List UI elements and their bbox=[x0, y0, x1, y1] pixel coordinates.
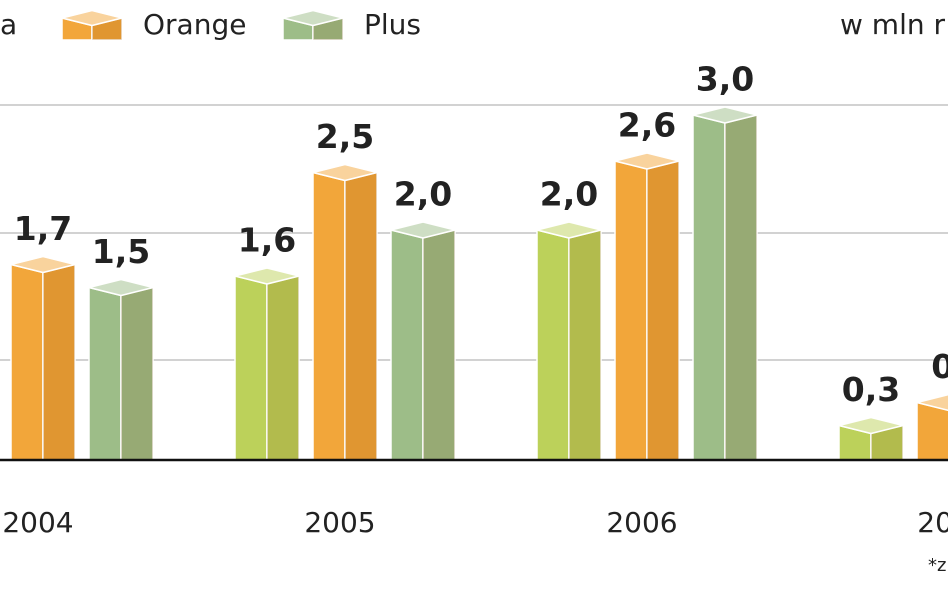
legend-label: Orange bbox=[143, 8, 246, 41]
bar-shade bbox=[121, 287, 153, 460]
bar-top-light bbox=[89, 279, 153, 296]
legend-label: Plus bbox=[364, 8, 421, 41]
bar-shade bbox=[92, 18, 122, 40]
x-tick-label: 2006 bbox=[606, 506, 677, 539]
value-label: 0, bbox=[931, 347, 948, 386]
bar-top-light bbox=[839, 417, 903, 434]
bar-top-light bbox=[917, 394, 948, 411]
bar-face-left bbox=[614, 160, 648, 461]
bar-shade bbox=[267, 276, 299, 460]
bar-shade bbox=[43, 264, 75, 460]
bar-shade bbox=[725, 115, 757, 460]
bar-top-light bbox=[693, 107, 757, 123]
bar-shade bbox=[313, 18, 343, 40]
bar-top-light bbox=[615, 153, 679, 169]
bar-top-light bbox=[11, 256, 75, 273]
value-label: 2,0 bbox=[540, 175, 598, 214]
value-label: 2,0 bbox=[394, 175, 452, 214]
bar bbox=[536, 221, 602, 461]
bar-top-light bbox=[537, 222, 601, 238]
bar bbox=[312, 163, 378, 461]
bar-face-left bbox=[916, 401, 948, 461]
unit-label: w mln r bbox=[840, 8, 946, 41]
bar-face-left bbox=[10, 263, 44, 461]
bar-top-light bbox=[62, 10, 122, 26]
bar-face-left bbox=[536, 229, 570, 461]
value-label: 2,6 bbox=[618, 106, 676, 145]
x-tick-label: 2005 bbox=[304, 506, 375, 539]
bar-shade bbox=[423, 230, 455, 460]
x-tick-label: 2004 bbox=[2, 506, 73, 539]
bar-face-left bbox=[692, 114, 726, 461]
bar-face-left bbox=[234, 275, 268, 461]
value-label: 1,6 bbox=[238, 221, 296, 260]
bar bbox=[234, 267, 300, 461]
bar-face-left bbox=[312, 171, 346, 461]
bar-face-left bbox=[88, 286, 122, 461]
bar bbox=[10, 255, 76, 461]
value-label: 0,3 bbox=[842, 370, 900, 409]
legend-item bbox=[61, 9, 123, 41]
bar bbox=[88, 278, 154, 461]
bar-shade bbox=[871, 425, 903, 460]
bar-top-light bbox=[283, 10, 343, 26]
x-tick-label: 200 bbox=[917, 506, 948, 539]
legend-item bbox=[282, 9, 344, 41]
bar-shade bbox=[345, 172, 377, 460]
value-label: 1,7 bbox=[14, 209, 72, 248]
bar bbox=[838, 416, 904, 461]
gridlines bbox=[0, 104, 948, 361]
bar-top-light bbox=[235, 268, 299, 284]
bar bbox=[916, 393, 948, 461]
bar bbox=[614, 152, 680, 461]
bar-shade bbox=[569, 230, 601, 460]
value-label: 2,5 bbox=[316, 117, 374, 156]
bar-top-light bbox=[313, 164, 377, 181]
bar bbox=[390, 221, 456, 461]
value-label: 3,0 bbox=[696, 60, 754, 99]
value-label: 1,5 bbox=[92, 232, 150, 271]
footnote: *z bbox=[928, 555, 946, 576]
bar-face-left bbox=[390, 229, 424, 461]
legend-label: a bbox=[0, 8, 17, 41]
bar bbox=[692, 106, 758, 461]
bar-top-light bbox=[391, 222, 455, 238]
bar-shade bbox=[647, 161, 679, 460]
